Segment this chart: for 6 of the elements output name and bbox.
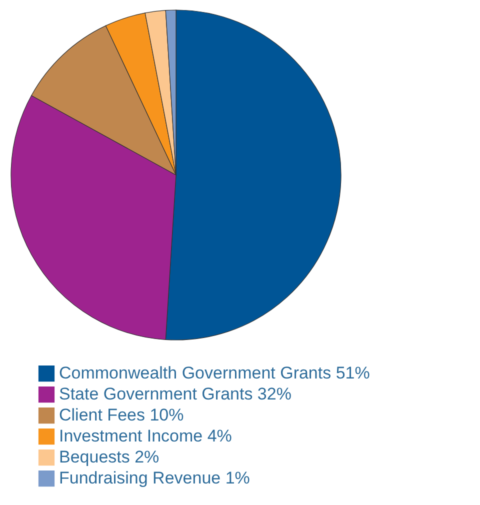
legend-label: Client Fees 10% xyxy=(59,406,184,424)
legend-label: Bequests 2% xyxy=(59,448,160,466)
legend-label: Investment Income 4% xyxy=(59,426,232,446)
legend-label: State Government Grants 32% xyxy=(59,384,292,404)
legend-label: Commonwealth Government Grants 51% xyxy=(59,364,370,382)
legend-label: Fundraising Revenue 1% xyxy=(59,468,250,488)
